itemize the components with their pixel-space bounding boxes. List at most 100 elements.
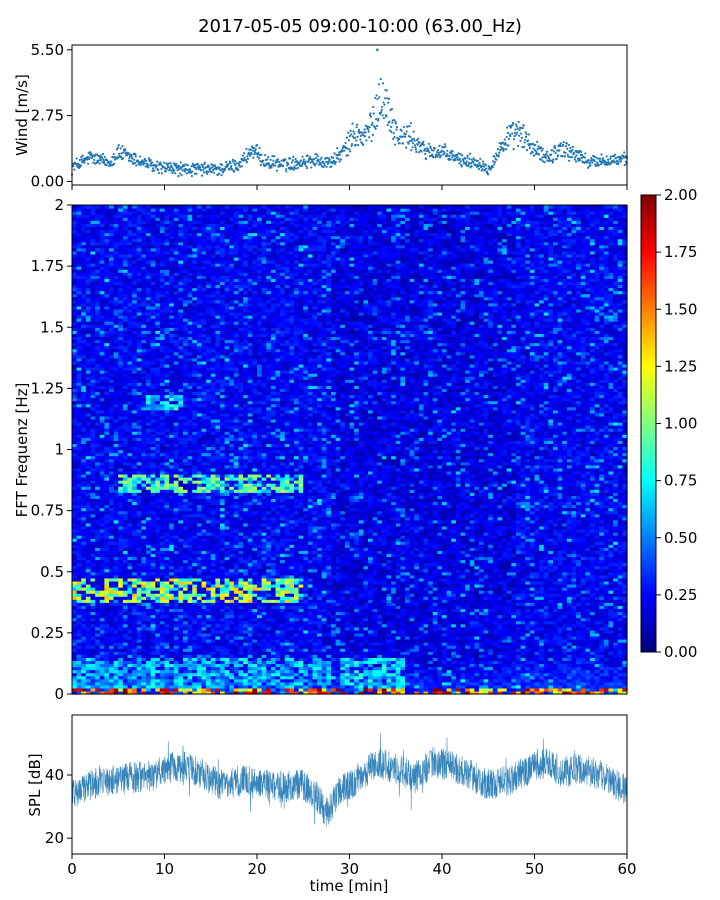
spectrogram-cell <box>90 587 96 591</box>
wind-point <box>347 131 350 134</box>
spectrogram-cell <box>99 321 105 325</box>
wind-point <box>285 170 288 173</box>
spectrogram-cell <box>90 394 96 399</box>
spectrogram-cell <box>136 205 142 209</box>
wind-point <box>407 142 410 145</box>
spectrogram-cell <box>85 336 92 341</box>
spectrogram-cell <box>90 425 96 429</box>
wind-point <box>562 141 565 144</box>
spectrogram-cell <box>85 308 92 313</box>
spectrogram-cell <box>81 409 87 414</box>
spectrogram-cell <box>85 568 92 573</box>
wind-point <box>376 97 379 101</box>
spectrogram-cell <box>81 342 87 347</box>
wind-point <box>386 123 389 127</box>
spectrogram-cell <box>81 678 87 683</box>
spectrogram-cell <box>104 418 110 423</box>
spectrogram-cell <box>72 290 78 295</box>
spectrogram-cell <box>85 272 92 276</box>
spectrogram-cell <box>76 244 82 249</box>
spectrogram-cell <box>99 397 105 402</box>
spectrogram-cell <box>72 580 78 585</box>
spectrogram-cell <box>76 421 82 426</box>
spectrogram-cell <box>90 379 96 383</box>
spectrogram-cell <box>90 464 96 469</box>
spectrogram-cell <box>81 568 87 573</box>
wind-point <box>159 163 162 166</box>
spectrogram-cell <box>90 318 96 322</box>
spectrogram-cell <box>81 498 87 503</box>
spectrogram-cell <box>90 544 96 548</box>
wind-point <box>200 174 204 177</box>
spectrogram-cell <box>72 238 78 243</box>
wind-point <box>423 148 426 151</box>
spectrogram-cell <box>104 565 110 570</box>
spectrogram-cell <box>95 440 101 444</box>
wind-point <box>370 123 374 126</box>
wind-point <box>553 144 556 148</box>
spectrogram-cell <box>95 477 101 481</box>
spectrogram-cell <box>81 238 87 243</box>
spectrogram-cell <box>81 663 87 668</box>
spectrogram-cell <box>76 648 82 652</box>
spectrogram-cell <box>81 437 87 441</box>
spectrogram-cell <box>95 391 101 396</box>
spectrogram-cell <box>76 535 82 539</box>
spectrogram-cell <box>90 400 96 405</box>
spectrogram-cell <box>90 538 96 542</box>
wind-point <box>554 146 557 150</box>
spectrogram-cell <box>104 547 110 551</box>
wind-point <box>258 146 261 150</box>
spectrogram-cell <box>99 308 105 313</box>
spectrogram-cell <box>72 406 78 411</box>
spectrogram-cell <box>99 363 105 368</box>
wind-point <box>381 114 384 117</box>
wind-point <box>413 139 416 142</box>
spectrogram-cell <box>85 648 92 652</box>
spectrogram-cell <box>85 464 92 469</box>
wind-point <box>178 168 181 171</box>
spectrogram-cell <box>76 394 82 399</box>
spectrogram-cell <box>90 620 96 625</box>
wind-point <box>531 142 535 145</box>
spectrogram-cell <box>95 357 101 362</box>
wind-point <box>394 122 398 125</box>
spectrogram-cell <box>85 327 92 331</box>
spectrogram-cell <box>76 354 82 359</box>
wind-point <box>284 158 287 161</box>
wind-point <box>184 163 187 166</box>
spectrogram-cell <box>76 348 82 353</box>
spectrogram-cell <box>99 642 105 646</box>
spectrogram-cell <box>81 651 87 655</box>
spectrogram-cell <box>95 235 101 240</box>
spectrogram-cell <box>85 226 92 231</box>
spectrogram-cell <box>72 638 78 643</box>
spectrogram-cell <box>76 614 82 619</box>
spectrogram-cell <box>90 547 96 551</box>
spectrogram-cell <box>72 394 78 399</box>
spectrogram-cell <box>76 504 82 509</box>
wind-point <box>335 156 338 160</box>
wind-point <box>457 152 460 155</box>
wind-point <box>391 121 394 124</box>
spectrogram-cell <box>85 452 92 457</box>
spectrogram-cell <box>85 654 92 658</box>
spectrogram-cell <box>99 663 105 668</box>
spectrogram-cell <box>104 464 110 469</box>
spectrogram-cell <box>72 351 78 356</box>
spectrogram-cell <box>104 638 110 643</box>
spectrogram-cell <box>76 528 82 533</box>
spectrogram-cell <box>104 535 110 539</box>
wind-point <box>151 169 154 172</box>
wind-point <box>350 143 354 146</box>
spectrogram-cell <box>95 281 101 286</box>
spectrogram-cell <box>99 394 105 399</box>
spectrogram-cell <box>72 626 78 631</box>
spectrogram-cell <box>95 214 101 218</box>
spectrogram-cell <box>90 385 96 389</box>
wind-point <box>251 149 255 152</box>
spectrogram-cell <box>99 498 105 503</box>
wind-point <box>618 158 621 161</box>
spectrogram-cell <box>76 553 82 558</box>
spectrogram-cell <box>76 638 82 643</box>
